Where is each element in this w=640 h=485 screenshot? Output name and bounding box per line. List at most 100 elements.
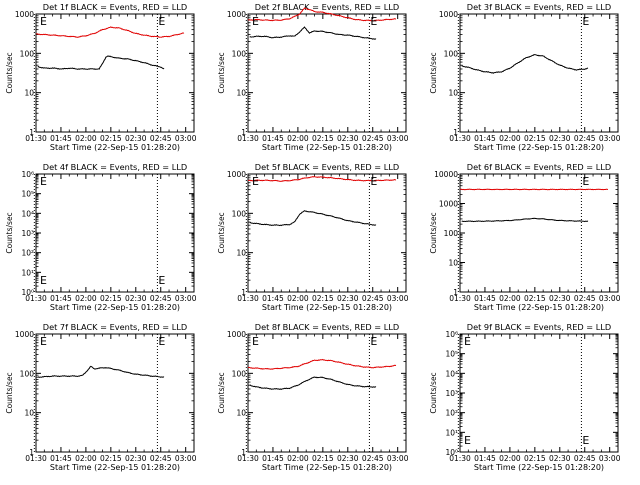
series-line-events: [37, 55, 165, 70]
x-tick-label: 02:15: [100, 454, 122, 463]
panel-title: Det 5f BLACK = Events, RED = LLD: [255, 162, 399, 172]
y-tick-label: 10³: [21, 229, 34, 238]
x-tick-label: 02:45: [362, 134, 384, 143]
event-marker: E: [252, 335, 259, 348]
y-tick-label: 10000: [434, 170, 458, 179]
event-marker: E: [370, 335, 377, 348]
y-tick-label: 1: [241, 448, 246, 457]
y-axis-label: Counts/sec: [5, 212, 14, 253]
x-tick-label: 02:45: [362, 454, 384, 463]
plot-frame: [35, 333, 195, 453]
x-tick-label: 01:30: [237, 454, 259, 463]
x-tick-label: 02:45: [574, 294, 596, 303]
x-tick-label: 03:00: [387, 454, 409, 463]
y-tick-label: 10⁵: [21, 190, 34, 199]
series-line-lld: [247, 358, 397, 370]
x-tick-label: 02:15: [100, 134, 122, 143]
x-tick-label: 02:45: [150, 454, 172, 463]
x-tick-label: 03:00: [387, 134, 409, 143]
event-marker: E: [158, 15, 165, 28]
x-tick-label: 02:00: [75, 134, 97, 143]
series-line-lld: [459, 188, 609, 191]
y-tick-label: 100: [444, 49, 459, 58]
series-line-lld: [247, 7, 397, 22]
x-tick-label: 02:00: [75, 294, 97, 303]
y-tick-label: 10²: [445, 409, 458, 418]
series-line-events: [249, 210, 377, 227]
x-tick-label: 02:15: [312, 134, 334, 143]
x-tick-label: 03:00: [599, 294, 621, 303]
x-tick-label: 03:00: [599, 134, 621, 143]
x-tick-label: 01:45: [50, 134, 72, 143]
y-tick-label: 10⁶: [445, 330, 458, 339]
plot-frame: [247, 333, 407, 453]
event-marker: E: [582, 175, 589, 188]
y-tick-label: 10: [24, 409, 34, 418]
panel-title: Det 7f BLACK = Events, RED = LLD: [43, 322, 187, 332]
x-axis-label: Start Time (22-Sep-15 01:28:20): [474, 463, 604, 472]
x-tick-label: 01:30: [25, 134, 47, 143]
panel-title: Det 3f BLACK = Events, RED = LLD: [467, 2, 611, 12]
x-tick-label: 02:30: [549, 294, 571, 303]
y-axis-label: Counts/sec: [429, 212, 438, 253]
y-tick-label: 10: [236, 249, 246, 258]
event-marker: E: [464, 335, 471, 348]
x-tick-label: 01:45: [474, 134, 496, 143]
x-tick-label: 02:00: [499, 294, 521, 303]
series-line-lld: [35, 26, 185, 38]
panel-1: Det 1f BLACK = Events, RED = LLD 1 10 100 10…: [5, 2, 197, 152]
series-line-events: [37, 365, 165, 378]
x-tick-label: 02:15: [524, 454, 546, 463]
y-tick-label: 10: [448, 259, 458, 268]
x-tick-label: 03:00: [175, 454, 197, 463]
event-marker: E: [582, 434, 589, 447]
y-tick-label: 1000: [439, 200, 458, 209]
y-tick-label: 10: [236, 89, 246, 98]
x-tick-label: 02:30: [337, 294, 359, 303]
x-tick-label: 02:00: [75, 454, 97, 463]
panel-2: Det 2f BLACK = Events, RED = LLD 1 10 100 10…: [217, 2, 409, 152]
series-line-events: [249, 376, 377, 390]
y-tick-label: 10¹: [445, 428, 458, 437]
x-tick-label: 02:00: [499, 454, 521, 463]
x-tick-label: 01:30: [449, 134, 471, 143]
y-tick-label: 10⁵: [445, 350, 458, 359]
y-tick-label: 1000: [227, 170, 246, 179]
x-tick-label: 01:45: [50, 454, 72, 463]
x-tick-label: 02:15: [524, 134, 546, 143]
y-tick-label: 1: [241, 288, 246, 297]
x-tick-label: 02:30: [549, 134, 571, 143]
y-tick-label: 1: [29, 448, 34, 457]
y-tick-label: 1: [29, 128, 34, 137]
x-tick-label: 02:30: [549, 454, 571, 463]
y-tick-label: 1000: [15, 330, 34, 339]
panel-7: Det 7f BLACK = Events, RED = LLD 1 10 100 10…: [5, 322, 197, 472]
y-tick-label: 1: [241, 128, 246, 137]
plot-frame: [247, 173, 407, 293]
x-tick-label: 02:45: [150, 134, 172, 143]
y-axis-label: Counts/sec: [5, 372, 14, 413]
x-tick-label: 02:30: [337, 454, 359, 463]
event-marker: E: [158, 335, 165, 348]
y-axis-label: Counts/sec: [217, 372, 226, 413]
panel-title: Det 1f BLACK = Events, RED = LLD: [43, 2, 187, 12]
panel-6: Det 6f BLACK = Events, RED = LLD 1 10 100 10…: [429, 162, 621, 312]
panel-8: Det 8f BLACK = Events, RED = LLD 1 10 100 10…: [217, 322, 409, 472]
event-marker: E: [40, 335, 47, 348]
y-tick-label: 10: [24, 89, 34, 98]
x-tick-label: 01:30: [449, 294, 471, 303]
x-axis-label: Start Time (22-Sep-15 01:28:20): [50, 303, 180, 312]
x-tick-label: 03:00: [175, 294, 197, 303]
x-tick-label: 02:00: [499, 134, 521, 143]
y-tick-label: 10⁶: [21, 170, 34, 179]
x-tick-label: 02:45: [362, 294, 384, 303]
x-tick-label: 01:45: [262, 134, 284, 143]
x-tick-label: 01:30: [237, 134, 259, 143]
x-tick-label: 02:00: [287, 134, 309, 143]
y-tick-label: 1: [453, 128, 458, 137]
x-tick-label: 01:45: [474, 294, 496, 303]
y-tick-label: 10²: [21, 249, 34, 258]
x-tick-label: 03:00: [599, 454, 621, 463]
x-tick-label: 02:45: [150, 294, 172, 303]
y-axis-label: Counts/sec: [429, 372, 438, 413]
